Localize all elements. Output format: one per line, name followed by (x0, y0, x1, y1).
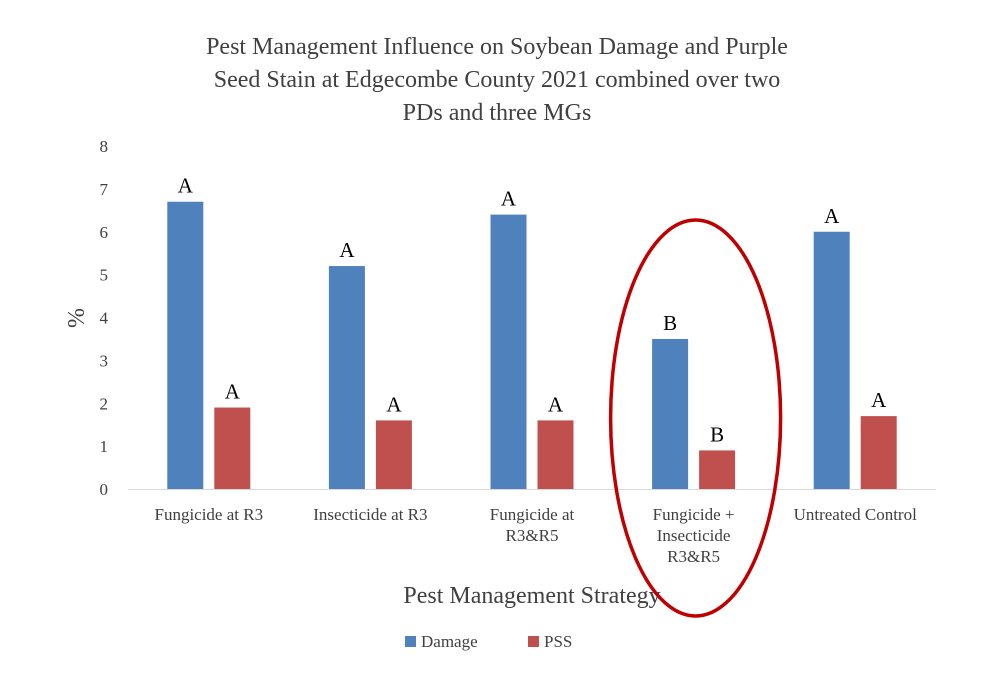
x-tick-label: Fungicide at R3 (154, 505, 263, 524)
legend-swatch-damage (405, 636, 416, 647)
bar-pss (699, 450, 736, 489)
legend: Damage PSS (405, 632, 572, 651)
x-tick-label: Untreated Control (794, 505, 917, 524)
bar-significance-label: A (178, 174, 194, 198)
y-axis: 0 1 2 3 4 5 6 7 8 (100, 137, 109, 499)
bar-damage (813, 231, 850, 489)
y-tick-label: 3 (100, 351, 109, 370)
legend-label-damage: Damage (421, 632, 478, 651)
chart-title-line: Seed Stain at Edgecombe County 2021 comb… (214, 67, 781, 93)
y-tick-label: 6 (100, 223, 109, 242)
y-tick-label: 7 (100, 180, 109, 199)
y-axis-title: % (64, 308, 90, 328)
bar-significance-label: A (339, 238, 355, 262)
bar-significance-label: B (663, 311, 677, 335)
bar-pss (214, 407, 251, 489)
x-tick-label: Fungicide + (653, 505, 735, 524)
y-tick-label: 8 (100, 137, 109, 156)
legend-label-pss: PSS (544, 632, 572, 651)
bar-significance-label: A (386, 392, 402, 416)
bar-damage (652, 338, 689, 489)
annotations (608, 218, 783, 618)
bar-pss (375, 420, 412, 489)
highlight-ellipse (608, 218, 783, 618)
x-tick-label: Fungicide at (490, 505, 575, 524)
chart-title-line: Pest Management Influence on Soybean Dam… (206, 34, 788, 60)
bar-significance-label: A (501, 187, 517, 211)
bar-damage (490, 214, 527, 489)
bar-damage (167, 201, 204, 490)
x-tick-label: R3&R5 (506, 526, 559, 545)
bar-significance-label: B (710, 422, 724, 446)
bar-labels: A A A A A A B B A A (178, 174, 887, 447)
y-tick-label: 0 (100, 480, 109, 499)
bar-significance-label: A (824, 204, 840, 228)
x-tick-label: R3&R5 (667, 547, 720, 566)
y-tick-label: 1 (100, 437, 109, 456)
bar-significance-label: A (548, 392, 564, 416)
y-tick-label: 5 (100, 266, 109, 285)
bar-pss (537, 420, 574, 489)
bar-significance-label: A (225, 380, 241, 404)
x-axis-title: Pest Management Strategy (403, 583, 660, 609)
y-tick-label: 4 (100, 309, 109, 328)
bars (167, 201, 897, 490)
x-tick-label: Insecticide (657, 526, 731, 545)
legend-swatch-pss (528, 636, 539, 647)
chart-title: Pest Management Influence on Soybean Dam… (206, 34, 788, 126)
bar-pss (860, 416, 897, 489)
y-tick-label: 2 (100, 394, 109, 413)
bar-damage (328, 266, 365, 489)
bar-significance-label: A (871, 388, 887, 412)
x-axis: Fungicide at R3 Insecticide at R3 Fungicid… (128, 489, 936, 566)
chart-title-line: PDs and three MGs (403, 100, 592, 126)
x-tick-label: Insecticide at R3 (313, 505, 427, 524)
